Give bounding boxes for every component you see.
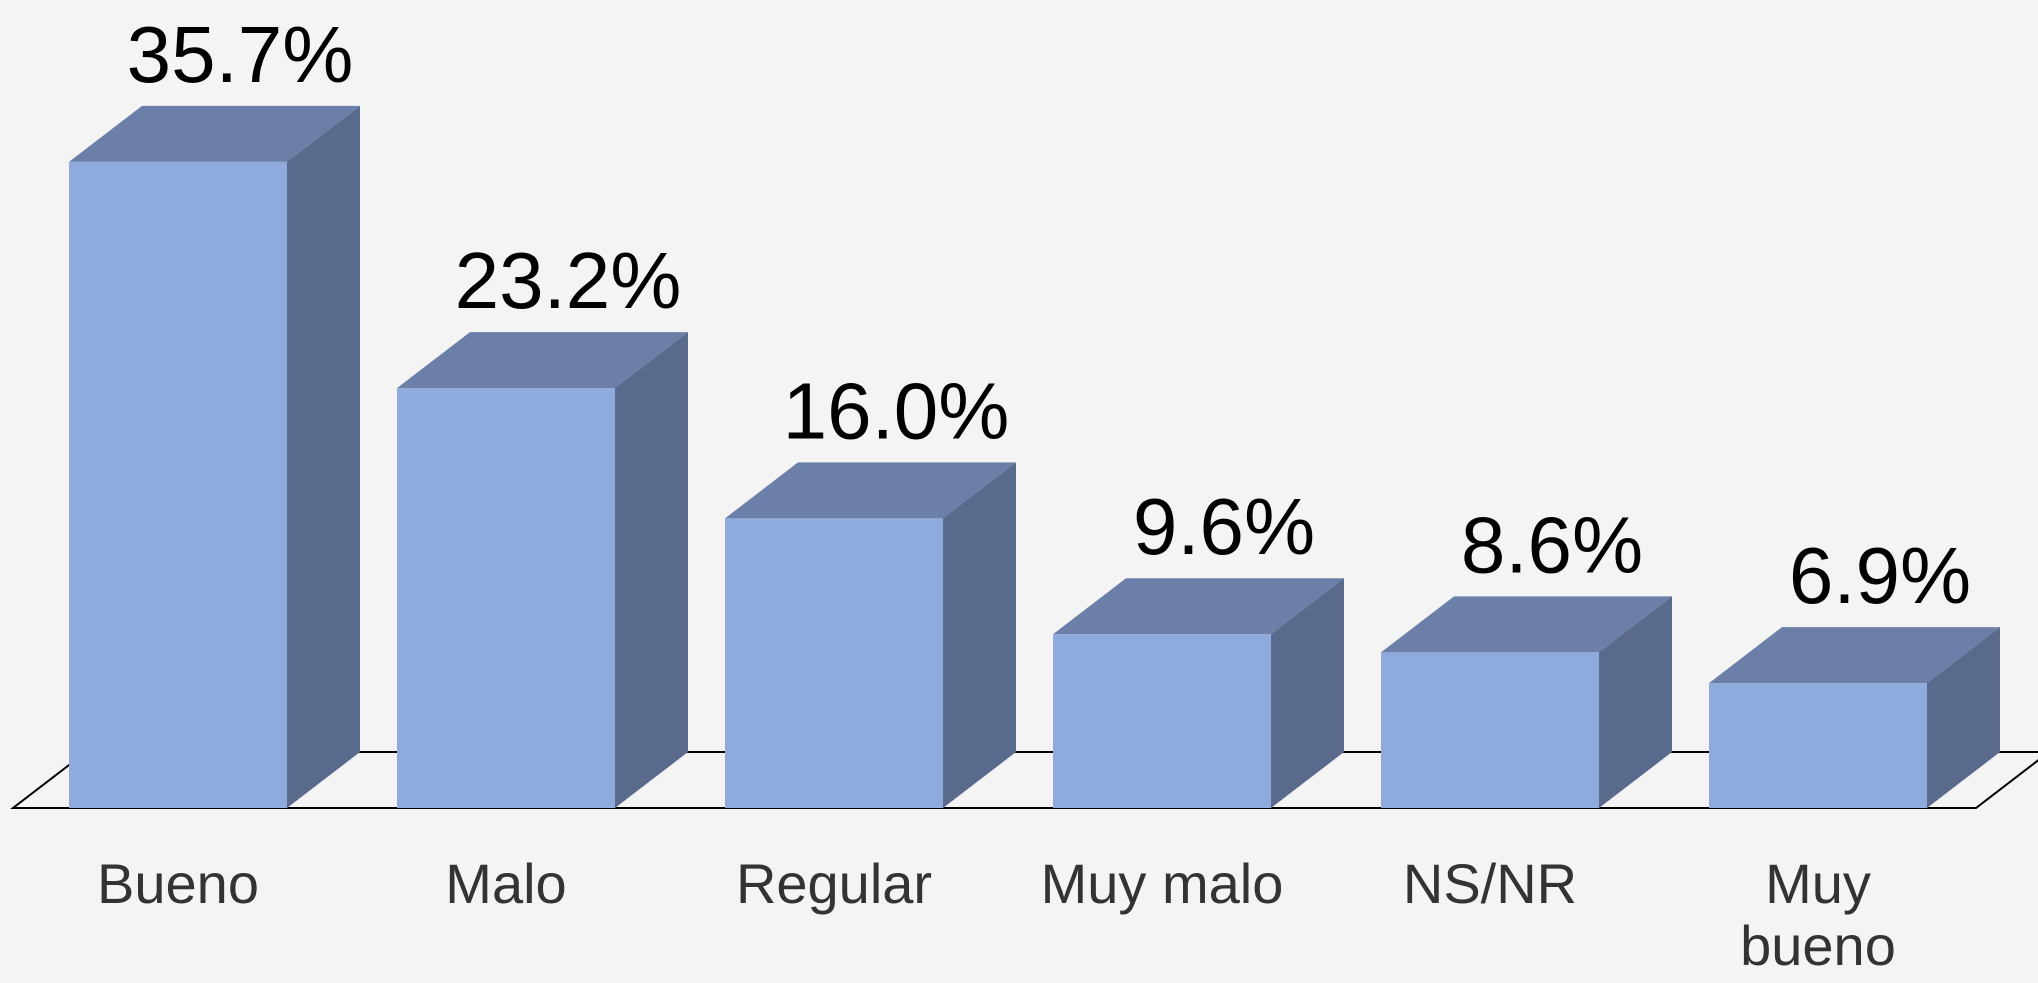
bar — [397, 388, 615, 808]
bar-side — [1599, 596, 1672, 808]
x-tick-label: Malo — [445, 852, 567, 915]
bar-side — [615, 332, 688, 808]
bar — [1381, 652, 1599, 808]
bar-top — [69, 105, 360, 162]
x-tick-label: Regular — [735, 852, 933, 915]
x-tick-label: Bueno — [97, 852, 259, 915]
x-tick-label: NS/NR — [1402, 852, 1578, 915]
bar — [1053, 634, 1271, 808]
bar-side — [1927, 627, 2000, 808]
value-label: 9.6% — [1133, 482, 1315, 571]
value-label: 35.7% — [127, 10, 354, 99]
bar-top — [1053, 578, 1344, 635]
value-label: 8.6% — [1461, 500, 1643, 589]
value-label: 23.2% — [455, 236, 682, 325]
x-tick-label: Muy malo — [1040, 852, 1284, 915]
value-label: 6.9% — [1789, 531, 1971, 620]
bar — [1709, 683, 1927, 808]
bar-top — [1381, 596, 1672, 653]
bar — [69, 161, 287, 808]
bar-top — [1709, 627, 2000, 684]
bar-side — [1271, 578, 1344, 808]
value-label: 16.0% — [783, 366, 1010, 455]
floor — [10, 751, 2038, 809]
bar-top — [397, 332, 688, 389]
bar-side — [943, 462, 1016, 808]
bar-side — [287, 105, 360, 808]
bar — [725, 518, 943, 808]
bar-top — [725, 462, 1016, 519]
x-tick-label: Muy bueno — [1740, 852, 1896, 977]
